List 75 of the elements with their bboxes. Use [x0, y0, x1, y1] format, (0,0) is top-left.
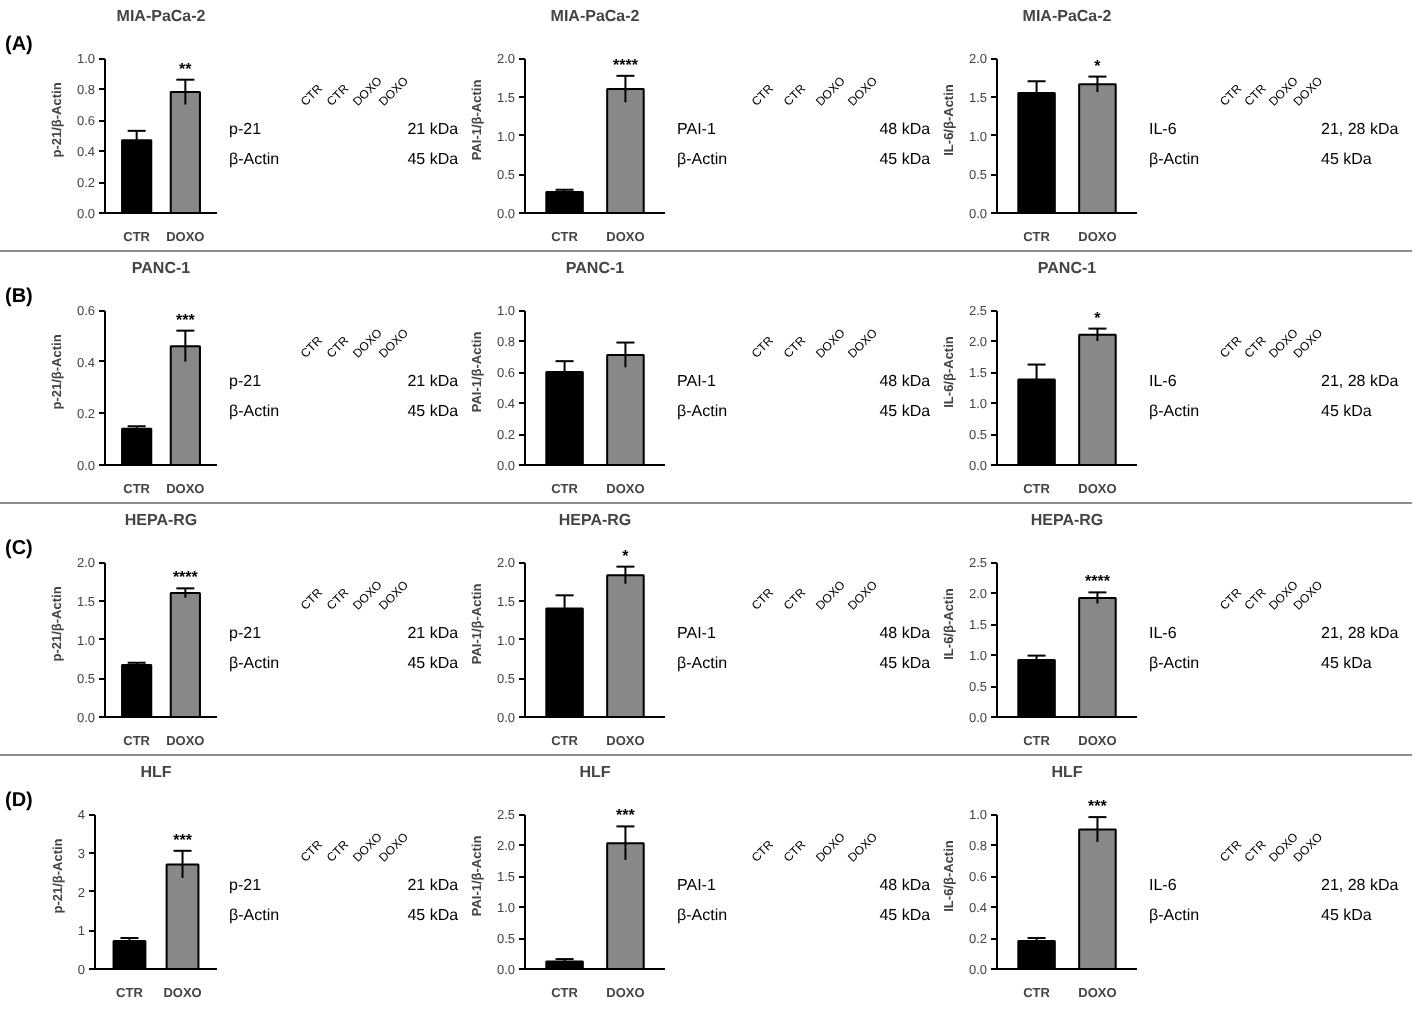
- category-label: β-Actin: [677, 150, 728, 169]
- category-label: 48 kDa: [879, 372, 931, 391]
- category-label: β-Actin: [229, 150, 280, 169]
- category-label: β-Actin: [1149, 654, 1200, 673]
- category-label: IL-6: [1149, 624, 1177, 643]
- category-label: IL-6: [1149, 120, 1177, 139]
- annotation: ****: [1084, 572, 1112, 591]
- chart-title: PANC-1: [1037, 259, 1098, 277]
- category-label: PAI-1: [677, 372, 716, 391]
- chart-title: MIA-PaCa-2: [550, 7, 641, 25]
- chart-title: HLF: [140, 763, 172, 781]
- category-label: 45 kDa: [407, 150, 459, 169]
- category-label: β-Actin: [229, 654, 280, 673]
- category-label: p-21: [229, 624, 262, 643]
- annotation: *: [1094, 56, 1103, 75]
- category-label: 45 kDa: [879, 150, 931, 169]
- annotation: ***: [1088, 797, 1109, 816]
- chart-title: HEPA-RG: [1030, 511, 1104, 529]
- annotation: ****: [612, 55, 640, 74]
- category-label: PAI-1: [677, 624, 716, 643]
- category-label: 21, 28 kDa: [1321, 876, 1399, 895]
- text: (D): [5, 789, 33, 812]
- category-label: β-Actin: [677, 402, 728, 421]
- category-label: IL-6: [1149, 876, 1177, 895]
- chart-title: HLF: [1051, 763, 1083, 781]
- annotation: ***: [616, 806, 637, 825]
- category-label: 48 kDa: [879, 624, 931, 643]
- category-label: 21 kDa: [407, 120, 459, 139]
- category-label: IL-6: [1149, 372, 1177, 391]
- category-label: 48 kDa: [879, 876, 931, 895]
- category-label: 45 kDa: [1321, 402, 1372, 421]
- chart-title: HLF: [579, 763, 611, 781]
- category-label: 45 kDa: [879, 402, 931, 421]
- chart-title: HEPA-RG: [558, 511, 632, 529]
- category-label: 45 kDa: [1321, 654, 1372, 673]
- category-label: 45 kDa: [879, 906, 931, 925]
- category-label: 45 kDa: [879, 654, 931, 673]
- category-label: β-Actin: [677, 654, 728, 673]
- category-label: 21 kDa: [407, 876, 459, 895]
- category-label: 21, 28 kDa: [1321, 624, 1399, 643]
- annotation: ****: [172, 568, 200, 587]
- text: (A): [5, 33, 33, 56]
- category-label: 45 kDa: [407, 654, 459, 673]
- chart-title: PANC-1: [565, 259, 626, 277]
- category-label: 45 kDa: [1321, 906, 1372, 925]
- chart-title: MIA-PaCa-2: [1022, 7, 1113, 25]
- chart-title: HEPA-RG: [124, 511, 198, 529]
- annotation: ***: [173, 830, 194, 849]
- category-label: p-21: [229, 876, 262, 895]
- annotation: *: [622, 546, 631, 565]
- category-label: 21, 28 kDa: [1321, 372, 1399, 391]
- annotation: *: [1094, 308, 1103, 327]
- category-label: 48 kDa: [879, 120, 931, 139]
- chart-title: MIA-PaCa-2: [116, 7, 207, 25]
- annotation: ***: [176, 310, 197, 329]
- annotation: **: [179, 59, 194, 78]
- chart-title: PANC-1: [131, 259, 192, 277]
- category-label: 45 kDa: [1321, 150, 1372, 169]
- category-label: 21, 28 kDa: [1321, 120, 1399, 139]
- category-label: 45 kDa: [407, 402, 459, 421]
- category-label: β-Actin: [1149, 150, 1200, 169]
- category-label: PAI-1: [677, 120, 716, 139]
- category-label: p-21: [229, 120, 262, 139]
- text: (B): [5, 285, 33, 308]
- category-label: 45 kDa: [407, 906, 459, 925]
- category-label: p-21: [229, 372, 262, 391]
- category-label: 21 kDa: [407, 372, 459, 391]
- category-label: β-Actin: [1149, 402, 1200, 421]
- category-label: PAI-1: [677, 876, 716, 895]
- text: (C): [5, 537, 33, 560]
- category-label: 21 kDa: [407, 624, 459, 643]
- category-label: β-Actin: [1149, 906, 1200, 925]
- category-label: β-Actin: [229, 906, 280, 925]
- category-label: β-Actin: [677, 906, 728, 925]
- category-label: β-Actin: [229, 402, 280, 421]
